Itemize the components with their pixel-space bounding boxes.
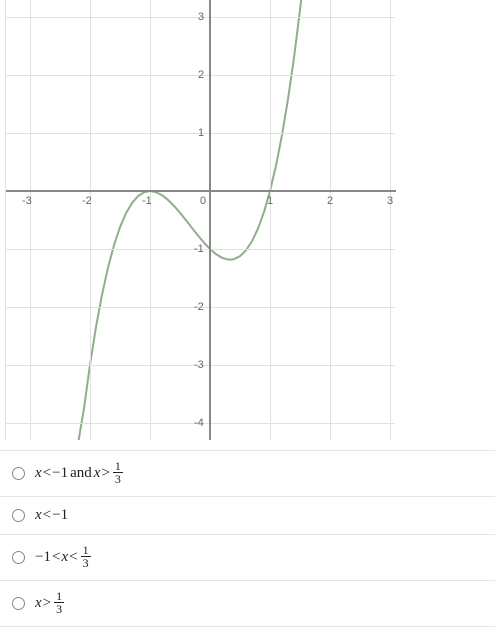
grid-line-v — [390, 0, 391, 440]
option-row[interactable]: x < −1 — [0, 496, 495, 534]
option-row[interactable]: x < −1 and x > 13 — [0, 450, 495, 496]
option-label: x > 13 — [35, 591, 66, 616]
radio-icon[interactable] — [12, 551, 25, 564]
radio-icon[interactable] — [12, 597, 25, 610]
y-tick-label: -1 — [194, 243, 204, 255]
grid-line-v — [30, 0, 31, 440]
origin-label: 0 — [200, 195, 206, 207]
function-graph: -3 -2 -1 1 2 3 -4 -3 -2 -1 1 2 3 0 — [5, 0, 395, 440]
x-tick-label: -1 — [142, 195, 152, 207]
y-tick-label: 3 — [198, 11, 204, 23]
option-label: −1 < x < 13 — [35, 545, 93, 570]
radio-icon[interactable] — [12, 509, 25, 522]
x-tick-label: -2 — [82, 195, 92, 207]
grid-line-v — [150, 0, 151, 440]
x-tick-label: 3 — [387, 195, 393, 207]
y-tick-label: -2 — [194, 301, 204, 313]
grid-line-v — [330, 0, 331, 440]
option-row[interactable]: −1 < x < 13 — [0, 534, 495, 580]
grid-line-v — [90, 0, 91, 440]
option-label: x < −1 — [35, 507, 68, 524]
option-row[interactable]: x > 13 — [0, 580, 495, 627]
x-axis — [6, 190, 396, 192]
radio-icon[interactable] — [12, 467, 25, 480]
x-tick-label: -3 — [22, 195, 32, 207]
y-tick-label: -3 — [194, 359, 204, 371]
x-tick-label: 2 — [327, 195, 333, 207]
option-label: x < −1 and x > 13 — [35, 461, 125, 486]
y-tick-label: 1 — [198, 127, 204, 139]
y-tick-label: 2 — [198, 69, 204, 81]
y-axis — [209, 0, 211, 440]
y-tick-label: -4 — [194, 417, 204, 429]
answer-options: x < −1 and x > 13 x < −1 −1 < x < 13 x > 13 — [0, 450, 495, 627]
grid-line-v — [270, 0, 271, 440]
chart-svg — [6, 0, 396, 440]
x-tick-label: 1 — [267, 195, 273, 207]
